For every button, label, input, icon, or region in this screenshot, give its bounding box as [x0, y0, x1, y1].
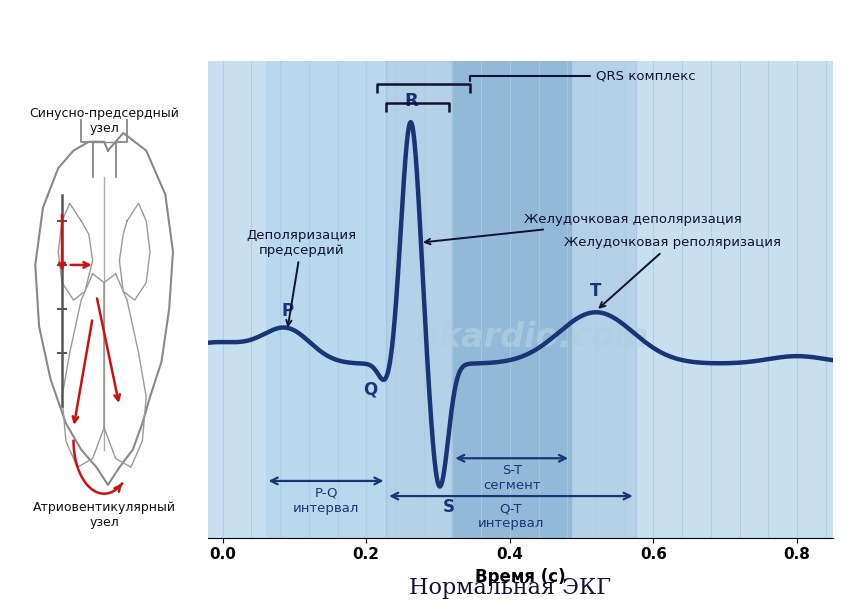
Text: Желудочковая деполяризация: Желудочковая деполяризация	[425, 213, 742, 244]
Text: P: P	[281, 302, 293, 320]
Text: QRS комплекс: QRS комплекс	[470, 70, 695, 82]
Text: Q-T
интервал: Q-T интервал	[478, 502, 544, 530]
Text: Деполяризация
предсердий: Деполяризация предсердий	[246, 229, 357, 326]
Text: Нормальная ЭКГ: Нормальная ЭКГ	[409, 577, 611, 599]
X-axis label: Время (с): Время (с)	[475, 568, 566, 586]
Text: P-Q
интервал: P-Q интервал	[293, 487, 360, 515]
Text: S: S	[443, 499, 455, 516]
Text: S-T
сегмент: S-T сегмент	[483, 464, 541, 492]
Text: R: R	[404, 92, 417, 110]
Text: okardio.com: okardio.com	[417, 321, 649, 354]
Text: T: T	[591, 282, 602, 300]
Bar	[452, 61, 571, 538]
Text: Желудочковая реполяризация: Желудочковая реполяризация	[564, 236, 780, 307]
Bar	[387, 61, 636, 538]
Text: Q: Q	[364, 380, 377, 398]
Text: Атриовентикулярный
узел: Атриовентикулярный узел	[32, 501, 176, 529]
Bar	[266, 61, 387, 538]
Text: Синусно-предсердный
узел: Синусно-предсердный узел	[29, 106, 179, 134]
